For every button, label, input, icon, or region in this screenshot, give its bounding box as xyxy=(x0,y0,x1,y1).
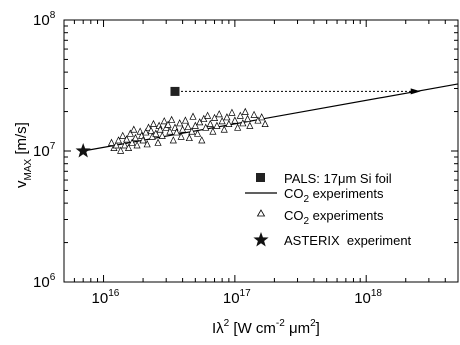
co2-triangle-point xyxy=(142,128,150,136)
y-tick-label: 108 xyxy=(33,10,56,29)
data-marks xyxy=(75,83,459,158)
axis-tick-labels: 1016 1017 1018 106 107 108 xyxy=(33,10,382,307)
legend: PALS: 17μm Si foil CO2 experiments CO2 e… xyxy=(245,171,412,248)
co2-triangle-point xyxy=(154,138,162,146)
co2-triangle-point xyxy=(231,116,239,124)
co2-triangle-point xyxy=(124,143,133,151)
co2-triangle-point xyxy=(160,117,168,125)
co2-triangle-point xyxy=(188,127,196,135)
co2-triangle-point xyxy=(158,131,166,139)
co2-triangle-point xyxy=(218,117,226,125)
legend-label-co2-triangles: CO2 experiments xyxy=(284,208,384,227)
legend-marker-star xyxy=(253,232,269,247)
co2-triangle-point xyxy=(139,136,147,144)
co2-triangle-point xyxy=(250,110,258,118)
x-tick-label: 1017 xyxy=(223,288,251,307)
co2-triangle-point xyxy=(210,113,219,121)
co2-triangle-point xyxy=(173,128,181,136)
co2-triangle-point xyxy=(228,108,236,116)
co2-triangle-point xyxy=(261,119,269,128)
axis-ticks xyxy=(63,19,459,283)
co2-triangle-point xyxy=(143,140,151,148)
y-tick-label: 107 xyxy=(33,141,56,160)
fit-line xyxy=(83,83,459,152)
co2-triangle-point xyxy=(131,133,140,142)
co2-triangle-point xyxy=(206,119,214,128)
co2-triangle-point xyxy=(130,125,138,133)
co2-triangle-point xyxy=(204,111,212,119)
x-tick-label: 1018 xyxy=(354,288,382,307)
co2-triangle-point xyxy=(191,121,199,129)
co2-triangle-point xyxy=(185,133,193,142)
co2-triangle-point xyxy=(169,136,177,144)
asterix-star-point xyxy=(75,143,91,158)
co2-triangle-point xyxy=(215,110,223,118)
co2-triangle-point xyxy=(244,114,252,122)
co2-triangle-point xyxy=(220,125,228,133)
co2-triangle-point xyxy=(133,141,141,149)
co2-triangle-point xyxy=(164,120,172,128)
co2-triangle-point xyxy=(168,115,176,123)
co2-triangle-point xyxy=(213,121,221,129)
co2-triangle-point xyxy=(179,125,187,133)
co2-triangle-point xyxy=(156,125,164,133)
co2-triangle-point xyxy=(239,119,247,127)
co2-triangle-point xyxy=(234,123,242,131)
legend-label-co2-line: CO2 experiments xyxy=(284,186,384,205)
co2-triangle-point xyxy=(114,136,123,144)
co2-triangle-point xyxy=(176,119,184,127)
co2-triangle-point xyxy=(236,111,244,119)
co2-triangle-point xyxy=(152,129,160,137)
legend-marker-triangle xyxy=(256,209,266,217)
co2-triangle-point xyxy=(184,122,192,130)
co2-triangle-point xyxy=(198,136,206,144)
co2-triangle-point xyxy=(209,127,217,135)
y-axis-title: vMAX [m/s] xyxy=(13,122,34,188)
y-tick-label: 106 xyxy=(33,272,56,291)
co2-triangle-point xyxy=(123,135,131,143)
co2-triangle-point xyxy=(202,123,210,131)
co2-triangle-point xyxy=(147,126,155,134)
co2-triangle-point xyxy=(194,129,202,137)
co2-triangle-point xyxy=(128,138,136,146)
x-tick-label: 1016 xyxy=(92,288,120,307)
co2-triangle-point xyxy=(258,113,266,121)
legend-label-pals: PALS: 17μm Si foil xyxy=(284,171,392,186)
co2-triangle-point xyxy=(166,127,174,135)
co2-triangle-point xyxy=(177,132,185,140)
legend-marker-square xyxy=(256,173,265,182)
co2-triangle-point xyxy=(225,119,233,128)
co2-triangle-point xyxy=(112,141,120,149)
co2-triangle-point xyxy=(121,141,129,149)
x-axis-title: Iλ2 [W cm-2 μm2] xyxy=(212,318,320,337)
co2-triangle-point xyxy=(117,146,125,154)
co2-triangle-point xyxy=(241,107,249,115)
legend-label-asterix: ASTERIX experiment xyxy=(284,233,412,248)
co2-triangle-point xyxy=(181,116,189,124)
co2-triangle-point xyxy=(246,121,254,129)
co2-triangle-point xyxy=(189,112,197,120)
co2-triangle-point xyxy=(107,138,116,146)
co2-triangle-point xyxy=(119,131,127,139)
co2-triangle-point xyxy=(149,119,158,128)
co2-triangle-point xyxy=(126,129,134,137)
co2-triangle-point xyxy=(223,113,231,121)
pals-square-point xyxy=(170,86,180,96)
